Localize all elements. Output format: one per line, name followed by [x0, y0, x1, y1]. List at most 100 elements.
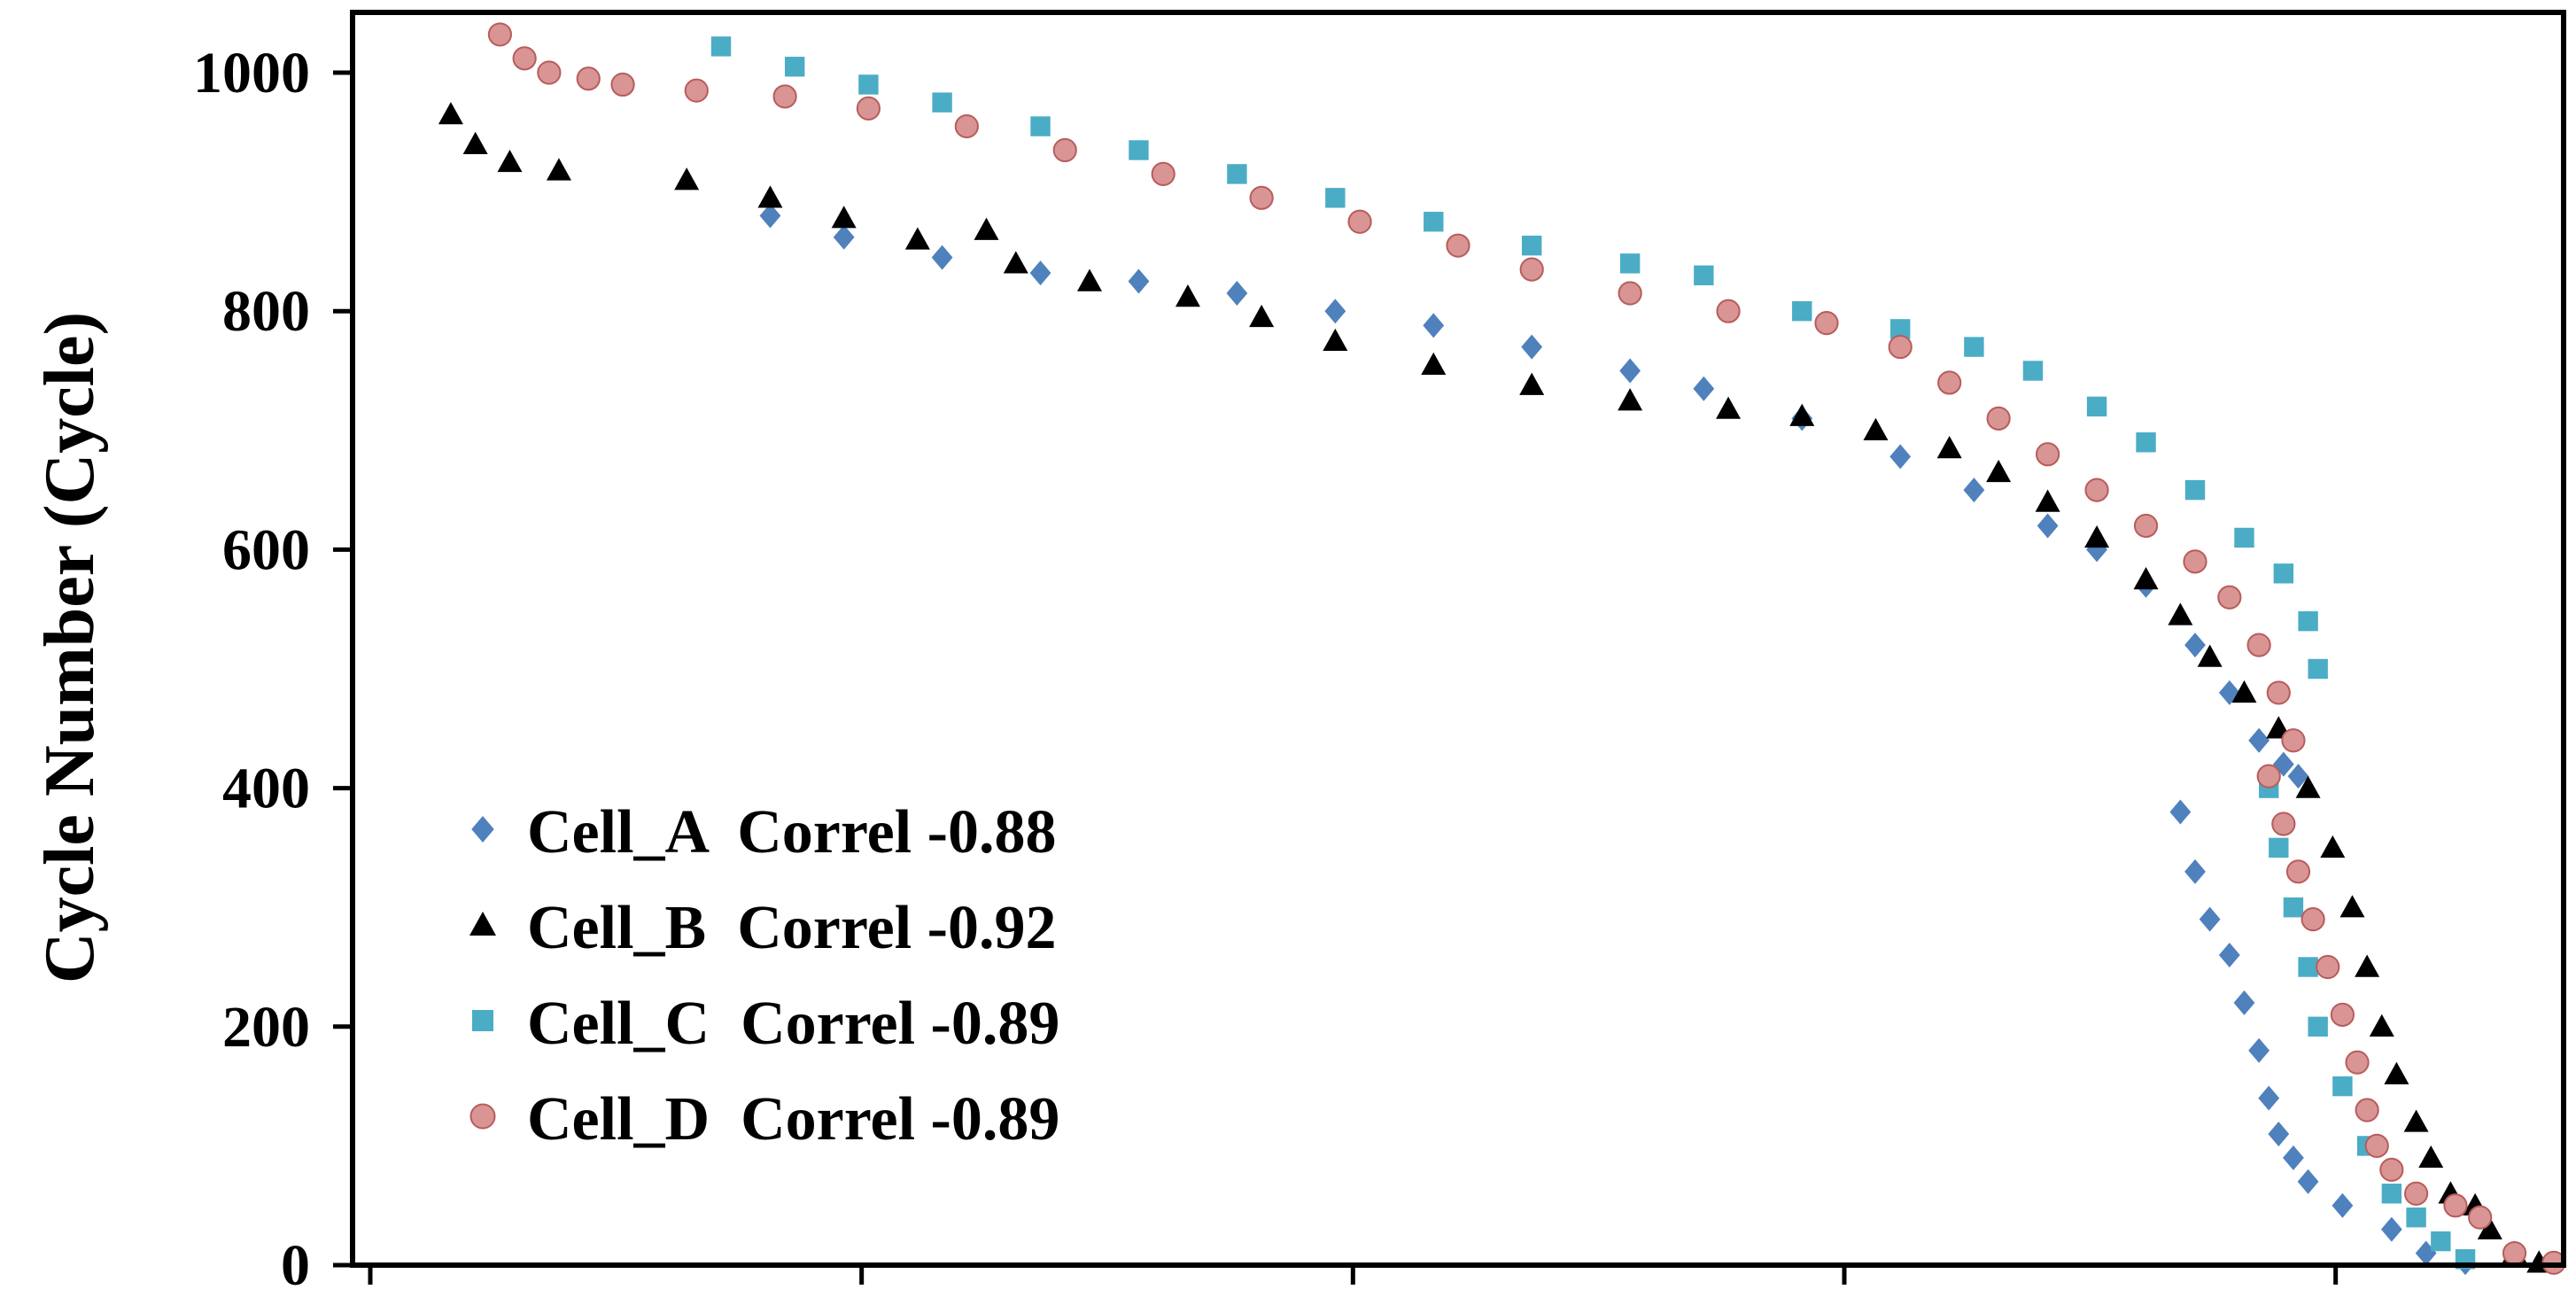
data-point	[932, 92, 952, 113]
data-point	[1792, 301, 1812, 322]
data-point	[831, 206, 857, 229]
data-point	[2443, 1193, 2468, 1218]
y-tick-label: 400	[222, 757, 310, 821]
data-point	[2273, 563, 2294, 584]
data-point	[2269, 837, 2289, 858]
data-point	[2036, 442, 2060, 467]
data-point	[2184, 633, 2206, 658]
data-point	[2298, 957, 2318, 977]
data-point	[1347, 209, 1372, 234]
y-tick-label: 800	[222, 279, 310, 344]
data-point	[1522, 235, 1542, 256]
data-point	[2268, 1121, 2290, 1146]
data-point	[785, 57, 805, 77]
data-point	[2404, 1181, 2429, 1206]
data-point	[674, 167, 700, 190]
data-point	[1986, 459, 2012, 483]
data-point	[462, 131, 488, 154]
plot-area-frame	[350, 10, 2566, 1268]
series-cell-c	[710, 36, 2476, 1270]
data-point	[1077, 268, 1102, 291]
data-point	[684, 78, 709, 103]
y-tick-label: 1000	[193, 41, 310, 105]
data-point	[2022, 361, 2044, 381]
data-point	[2169, 799, 2192, 825]
data-point	[954, 113, 979, 139]
data-point	[1325, 188, 1346, 208]
data-point	[1519, 372, 1545, 395]
legend-item-cell-a: Cell_A Correl -0.88	[471, 798, 1056, 866]
data-point	[1423, 313, 1445, 338]
data-point	[2308, 658, 2328, 680]
data-point	[1693, 376, 1715, 401]
data-point	[2468, 1205, 2493, 1230]
data-point	[2197, 644, 2223, 667]
data-point	[2379, 1157, 2404, 1182]
data-point	[1863, 417, 1889, 440]
data-point	[1618, 388, 1643, 411]
data-point	[1323, 328, 1348, 352]
data-point	[2035, 489, 2060, 512]
data-point	[2218, 943, 2240, 968]
data-point	[1814, 311, 1839, 336]
data-point	[2308, 1016, 2328, 1037]
legend-label: Cell_D Correl -0.89	[527, 1085, 1059, 1154]
data-point	[2339, 895, 2365, 918]
data-point	[1936, 435, 1962, 459]
data-point	[2258, 1085, 2280, 1111]
data-point	[2502, 1240, 2527, 1266]
data-point	[974, 217, 999, 240]
data-point	[904, 227, 930, 250]
data-point	[2231, 680, 2257, 703]
data-point	[1716, 299, 1741, 323]
data-point	[2184, 479, 2206, 501]
data-point	[1937, 370, 1962, 395]
y-axis-title: Cycle Number (Cycle)	[31, 312, 109, 983]
data-point	[1888, 334, 1913, 360]
data-point	[1421, 352, 1447, 375]
data-point	[1986, 406, 2011, 431]
data-point	[1619, 253, 1641, 274]
data-point	[1003, 251, 1028, 274]
data-point	[2355, 1098, 2379, 1122]
legend-label: Cell_A Correl -0.88	[527, 798, 1056, 866]
data-point	[1249, 185, 1274, 210]
data-point	[2266, 680, 2291, 705]
data-point	[2133, 567, 2159, 590]
data-point	[2332, 1076, 2353, 1097]
data-point	[537, 60, 562, 85]
axis-layer: 0 200 400 600 800 1000	[193, 41, 2339, 1298]
data-point	[2217, 585, 2242, 610]
data-point	[1890, 319, 1911, 339]
legend-marker-icon	[469, 912, 496, 936]
data-point	[2431, 1231, 2451, 1252]
data-point	[610, 72, 635, 97]
data-point	[2248, 1037, 2270, 1063]
data-point	[2133, 513, 2159, 539]
legend-item-cell-c: Cell_C Correl -0.89	[472, 990, 1059, 1058]
data-point	[2271, 812, 2296, 836]
data-point	[2332, 1192, 2354, 1218]
data-point	[576, 66, 601, 91]
data-point	[1521, 334, 1543, 360]
data-point	[438, 102, 463, 125]
data-point	[1424, 212, 1444, 232]
data-point	[1226, 281, 1248, 307]
data-point	[1716, 396, 1742, 419]
data-point	[1249, 304, 1275, 328]
data-point	[1129, 140, 1149, 160]
data-point	[2364, 1133, 2389, 1159]
data-point	[2384, 1061, 2409, 1084]
data-point	[2246, 633, 2271, 657]
data-point	[2355, 954, 2380, 977]
legend: Cell_A Correl -0.88 Cell_B Correl -0.92 Ce…	[469, 798, 1059, 1154]
data-point	[1519, 257, 1544, 282]
data-point	[2369, 1014, 2394, 1037]
legend-item-cell-b: Cell_B Correl -0.92	[469, 894, 1056, 962]
data-point	[856, 96, 881, 120]
data-point	[2234, 527, 2254, 548]
data-point	[2330, 1002, 2355, 1027]
data-point	[2272, 751, 2294, 777]
data-point	[759, 203, 781, 229]
data-point	[2316, 954, 2340, 980]
